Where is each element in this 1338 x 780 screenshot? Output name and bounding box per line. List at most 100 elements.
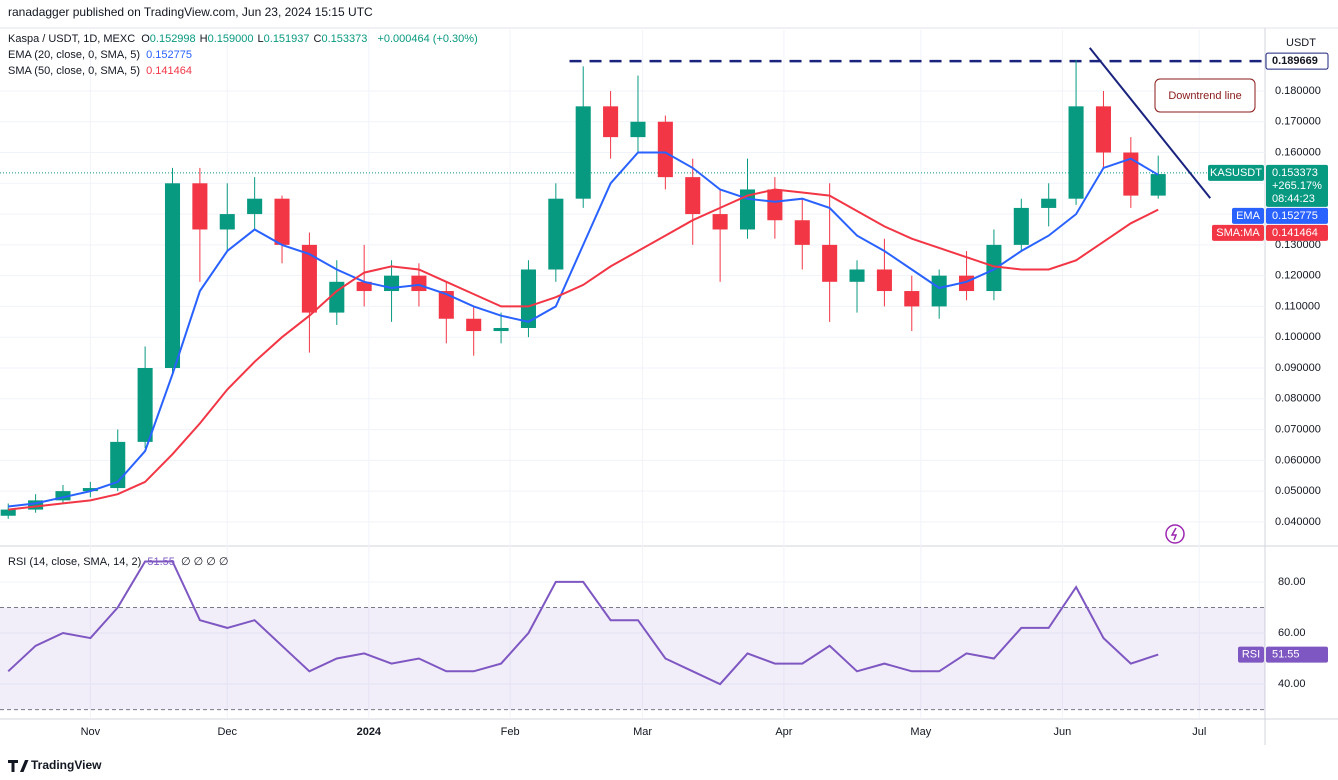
candle-body — [137, 367, 153, 442]
x-tick-label: May — [910, 726, 931, 738]
ohlc-value: 0.159000 — [207, 33, 254, 45]
candle-body — [301, 244, 317, 313]
sma-label: SMA (50, close, 0, SMA, 5) — [8, 65, 141, 77]
candle-body — [603, 106, 619, 138]
overlay-value: 0.141464 — [1272, 227, 1318, 239]
rsi-title: RSI (14, close, SMA, 14, 2) — [8, 556, 142, 568]
candle-body — [0, 509, 16, 516]
rsi-band-fill — [0, 607, 1265, 710]
candle-body — [849, 269, 865, 282]
y-tick-label: 0.040000 — [1275, 516, 1321, 528]
ohlc: O0.152998 H0.159000 L0.151937 C0.153373 — [141, 33, 371, 45]
candle-body — [1150, 174, 1166, 196]
alert-icon-bolt — [1170, 527, 1178, 541]
candle-body — [466, 318, 482, 332]
annotation-box — [1154, 78, 1256, 113]
y-tick-label: 0.180000 — [1275, 85, 1321, 97]
overlay-value-badge — [1266, 224, 1328, 241]
candle-body — [520, 269, 536, 328]
candle-body — [438, 291, 454, 319]
symbol-name: KASUSDT — [1210, 167, 1262, 179]
symbol-price: 0.153373 — [1272, 167, 1318, 179]
symbol-price-badge — [1266, 164, 1328, 207]
candle-body — [1041, 198, 1057, 208]
alert-icon[interactable] — [1165, 524, 1185, 544]
y-tick-label: 0.060000 — [1275, 454, 1321, 466]
ohlc-key: O — [141, 33, 150, 45]
x-tick-label: Feb — [501, 726, 520, 738]
grid — [0, 30, 1265, 718]
ohlc-value: 0.152998 — [149, 33, 196, 45]
symbol-name-badge — [1208, 164, 1264, 181]
x-tick-label: Mar — [633, 726, 652, 738]
sma-value: 0.141464 — [146, 65, 193, 77]
resistance-badge — [1265, 52, 1329, 70]
overlay-value-badge — [1266, 207, 1328, 224]
symbol-countdown: 08:44:23 — [1272, 193, 1315, 205]
rsi-line — [7, 560, 1159, 686]
x-tick-label: Dec — [217, 726, 237, 738]
overlay-line — [8, 151, 1159, 508]
y-tick-label: 0.100000 — [1275, 331, 1321, 343]
candle-body — [575, 106, 591, 199]
rsi-value: 51.55 — [147, 556, 175, 568]
x-tick-label: Apr — [775, 726, 792, 738]
legend-main: Kaspa / USDT, 1D, MEXC O0.152998 H0.15900… — [8, 33, 481, 45]
ohlc-value: 0.153373 — [321, 33, 368, 45]
candle-body — [1123, 152, 1139, 196]
candle-body — [82, 488, 98, 492]
candle-body — [767, 189, 783, 221]
candle-body — [794, 220, 810, 245]
candle-body — [904, 291, 920, 307]
candle-body — [411, 275, 427, 292]
ema-label: EMA (20, close, 0, SMA, 5) — [8, 49, 141, 61]
x-tick-label: 2024 — [357, 726, 382, 738]
y-tick-label: 0.170000 — [1275, 116, 1321, 128]
trendline — [1088, 47, 1212, 199]
y-tick-label: 0.080000 — [1275, 393, 1321, 405]
candle-body — [192, 183, 208, 230]
candle-body — [712, 214, 728, 230]
y-tick-label: 0.160000 — [1275, 146, 1321, 158]
candle-body — [630, 121, 646, 138]
ohlc-key: C — [313, 33, 322, 45]
ema-value: 0.152775 — [146, 49, 193, 61]
publish-note: ranadagger published on TradingView.com,… — [8, 5, 373, 19]
candle-body — [219, 214, 235, 230]
rsi-tick-label: 80.00 — [1278, 576, 1306, 588]
y-tick-label: 0.120000 — [1275, 270, 1321, 282]
candle-body — [55, 491, 71, 501]
y-tick-label: 0.130000 — [1275, 239, 1321, 251]
overlay-line — [8, 188, 1159, 511]
ohlc-key: L — [257, 33, 264, 45]
y-tick-label: 0.090000 — [1275, 362, 1321, 374]
overlay-name-badge — [1212, 224, 1264, 241]
candle-body — [548, 198, 564, 270]
brand-name: TradingView — [31, 758, 102, 772]
y-tick-label: 0.070000 — [1275, 423, 1321, 435]
y-tick-label: 0.050000 — [1275, 485, 1321, 497]
rsi-tick-label: 40.00 — [1278, 678, 1306, 690]
rsi-extra: ∅ ∅ ∅ ∅ — [180, 556, 229, 568]
brand-logo — [8, 760, 29, 772]
candle-body — [657, 121, 673, 178]
x-tick-label: Nov — [81, 726, 101, 738]
legend-sma: SMA (50, close, 0, SMA, 5) 0.141464 — [8, 65, 195, 77]
rsi-name-badge — [1238, 646, 1264, 663]
rsi-tick-label: 60.00 — [1278, 627, 1306, 639]
symbol-change: +265.17% — [1272, 180, 1322, 192]
currency-label: USDT — [1286, 37, 1316, 49]
change: +0.000464 (+0.30%) — [377, 33, 478, 45]
candle-body — [1013, 207, 1029, 245]
x-tick-label: Jul — [1192, 726, 1206, 738]
overlay-value: 0.152775 — [1272, 210, 1318, 222]
rsi-name: RSI — [1242, 648, 1260, 660]
candle-body — [1095, 106, 1111, 153]
symbol: Kaspa / USDT, 1D, MEXC — [8, 33, 136, 45]
candle-body — [931, 275, 947, 307]
overlay-name: SMA:MA — [1216, 227, 1260, 239]
candle-body — [274, 198, 290, 245]
annotation-text: Downtrend line — [1168, 90, 1241, 102]
candle-body — [493, 327, 509, 332]
